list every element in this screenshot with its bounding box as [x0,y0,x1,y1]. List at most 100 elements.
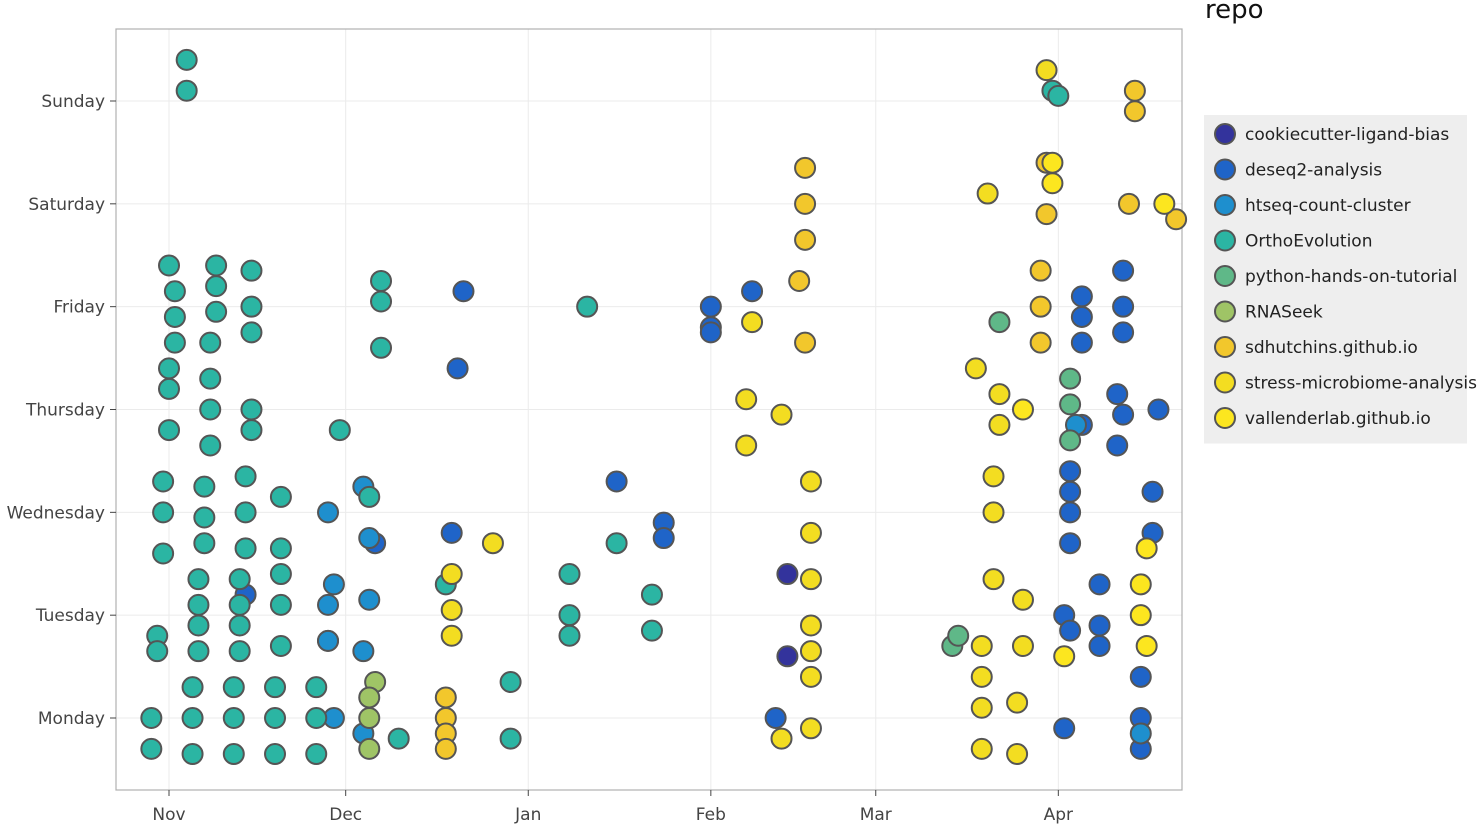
data-point [1153,192,1176,215]
data-point [699,321,722,344]
x-tick-label: Mar [860,805,892,825]
data-point [152,501,175,524]
data-point [794,192,817,215]
data-point [558,624,581,647]
data-point [175,48,198,71]
data-point [264,743,287,766]
data-point [358,485,381,508]
data-point [1129,573,1152,596]
data-point [434,686,457,709]
data-point [228,640,251,663]
data-point [741,311,764,334]
data-point [163,280,186,303]
data-point [799,717,822,740]
data-point [982,501,1005,524]
data-point [735,388,758,411]
series-cookiecutter-ligand-bias [776,563,799,668]
data-point [605,470,628,493]
data-point [370,336,393,359]
legend-item: cookiecutter-ligand-bias [1214,123,1449,145]
data-point [1029,259,1052,282]
data-point [370,269,393,292]
data-point [152,542,175,565]
data-point [988,311,1011,334]
y-tick-label: Sunday [41,92,105,112]
legend-label: cookiecutter-ligand-bias [1245,125,1449,145]
data-point [976,182,999,205]
data-point [1147,398,1170,421]
data-point [799,568,822,591]
data-point [1088,573,1111,596]
data-point [640,583,663,606]
data-point [1059,393,1082,416]
data-point [317,501,340,524]
legend-title: repo [1205,0,1264,25]
data-point [1123,100,1146,123]
data-point [1011,398,1034,421]
data-point [576,295,599,318]
data-point [982,465,1005,488]
legend-label: RNASeek [1245,303,1323,323]
data-point [947,624,970,647]
data-point [140,737,163,760]
data-point [158,419,181,442]
legend-swatch [1214,371,1236,394]
data-point [1117,192,1140,215]
y-tick-label: Monday [38,709,105,729]
data-point [1006,691,1029,714]
data-point [1059,532,1082,555]
data-point [387,727,410,750]
data-point [240,321,263,344]
data-point [741,280,764,303]
data-point [358,527,381,550]
legend-swatch [1214,158,1236,181]
y-tick-label: Friday [53,298,105,318]
data-point [228,614,251,637]
data-point [799,640,822,663]
data-point [764,707,787,730]
legend-item: vallenderlab.github.io [1214,407,1431,429]
legend-item: RNASeek [1214,300,1323,323]
series-RNASeek [358,671,387,760]
data-point [605,532,628,555]
legend-swatch [1214,336,1236,358]
data-point [970,737,993,760]
x-tick-label: Dec [329,805,362,825]
data-point [1035,203,1058,226]
legend-label: python-hands-on-tutorial [1245,267,1457,287]
data-point [1088,614,1111,637]
data-point [735,434,758,457]
data-point [193,532,216,555]
legend-item: OrthoEvolution [1214,229,1372,252]
data-point [652,527,675,550]
data-point [558,563,581,586]
data-point [358,737,381,760]
x-tick-label: Apr [1044,805,1073,825]
data-point [1029,295,1052,318]
data-point [799,470,822,493]
data-point [317,593,340,616]
data-point [499,727,522,750]
legend-label: htseq-count-cluster [1245,196,1411,216]
data-point [269,635,292,658]
data-point [234,501,257,524]
data-point [1053,645,1076,668]
data-point [140,707,163,730]
data-point [970,665,993,688]
data-point [799,614,822,637]
data-point [1011,635,1034,658]
data-point [222,743,245,766]
legend-label: OrthoEvolution [1245,232,1372,252]
data-point [175,79,198,102]
data-point [264,707,287,730]
data-point [193,475,216,498]
data-point [199,331,222,354]
x-tick-label: Jan [514,805,541,825]
data-point [1070,331,1093,354]
data-point [269,537,292,560]
data-point [1129,722,1152,745]
data-point [1059,619,1082,642]
data-point [446,357,469,380]
data-point [322,573,345,596]
